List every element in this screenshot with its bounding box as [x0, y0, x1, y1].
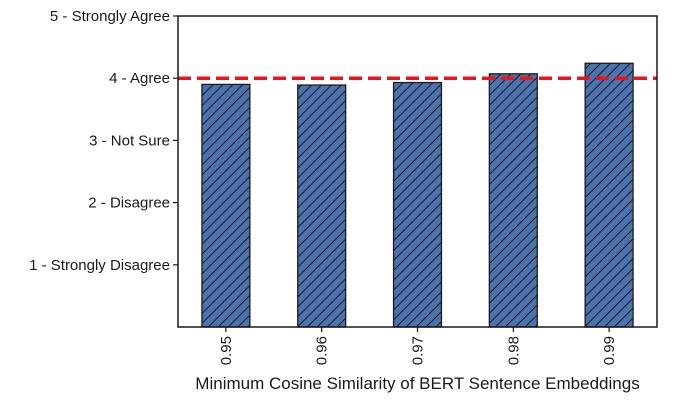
bar-0.95 [201, 83, 251, 328]
y-axis-ticks: 1 - Strongly Disagree 2 - Disagree 3 - Not… [29, 8, 178, 274]
y-tick-label: 4 - Agree [109, 70, 170, 87]
bar-0.99 [584, 62, 634, 328]
y-tick-label: 5 - Strongly Agree [50, 8, 170, 25]
bar-0.97 [392, 81, 443, 328]
x-tick-label: 0.95 [218, 336, 235, 365]
x-tick-label: 0.99 [601, 336, 618, 365]
bar-0.98 [488, 73, 538, 328]
x-tick-label: 0.96 [314, 336, 331, 365]
plot-area-frame [177, 15, 658, 328]
bars [201, 62, 634, 328]
y-tick-label: 1 - Strongly Disagree [29, 257, 170, 274]
x-axis-label: Minimum Cosine Similarity of BERT Senten… [195, 374, 639, 393]
x-tick-label: 0.98 [505, 336, 522, 365]
y-tick-label: 2 - Disagree [88, 195, 170, 212]
y-tick-label: 3 - Not Sure [89, 132, 170, 149]
bar-0.96 [297, 84, 347, 328]
x-axis-ticks: 0.95 0.96 0.97 0.98 0.99 [218, 327, 618, 365]
x-tick-label: 0.97 [410, 336, 427, 365]
